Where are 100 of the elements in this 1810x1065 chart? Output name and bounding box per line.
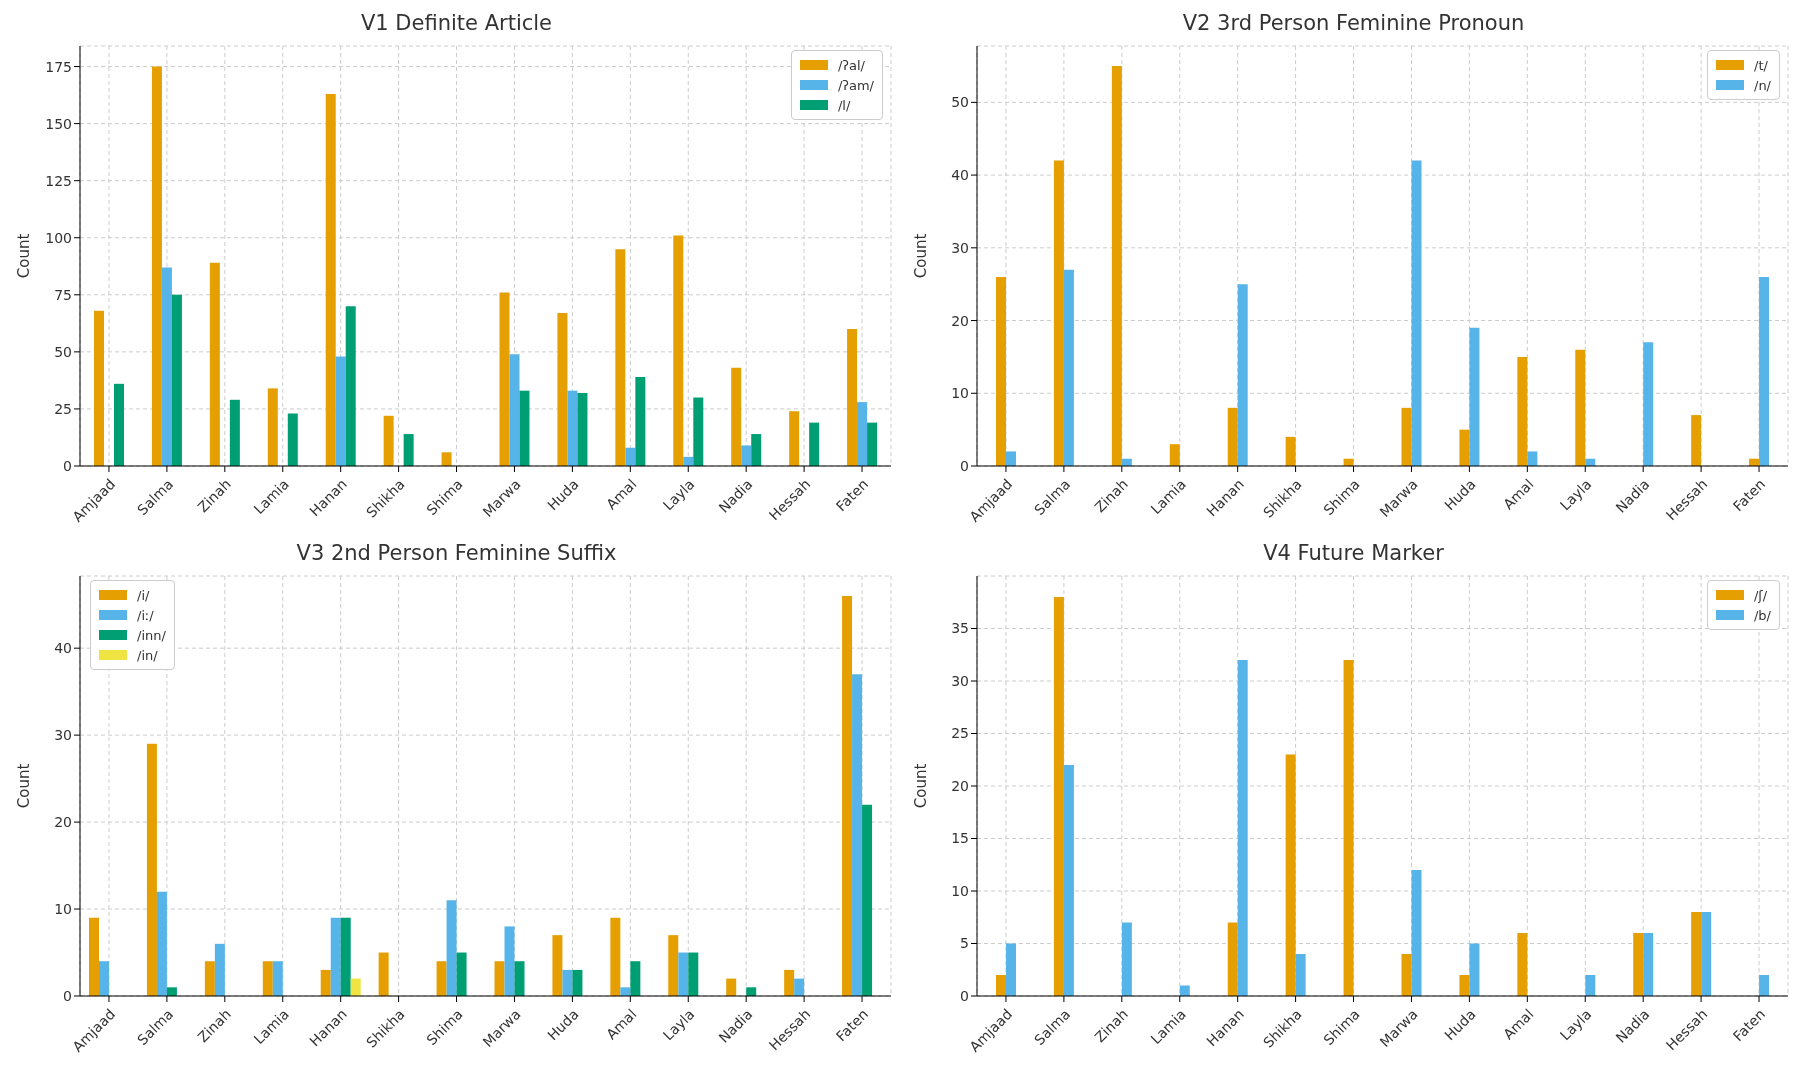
legend-label: /inn/ [137, 627, 166, 643]
y-tick-label: 15 [951, 830, 969, 847]
bar [1527, 451, 1538, 466]
y-axis-title: Count [15, 763, 34, 809]
bar [229, 399, 240, 466]
y-tick-label: 35 [951, 620, 969, 637]
bar [441, 452, 452, 466]
bar [262, 961, 273, 996]
bar [1121, 922, 1132, 996]
bar [1343, 660, 1354, 996]
chart-title: V4 Future Marker [1262, 540, 1445, 567]
bar [1169, 444, 1180, 466]
chart-title: V1 Definite Article [359, 10, 554, 37]
bar [446, 900, 457, 996]
bar [514, 961, 525, 996]
bar [635, 376, 646, 466]
bar [330, 917, 341, 996]
y-tick-label: 10 [54, 901, 72, 918]
y-tick-label: 175 [45, 58, 72, 75]
bar [1759, 276, 1770, 466]
bar [114, 383, 124, 466]
bar [287, 413, 298, 466]
bar [340, 917, 351, 996]
bar [673, 235, 684, 466]
bar [378, 952, 389, 996]
bar [572, 969, 583, 996]
bar [1227, 407, 1238, 466]
bar [1643, 342, 1654, 466]
y-tick-label: 40 [951, 167, 969, 184]
y-tick-label: 10 [951, 882, 969, 899]
legend-label: /iː/ [137, 607, 154, 623]
bar [862, 804, 873, 996]
bar [335, 356, 346, 466]
bar [1285, 754, 1296, 996]
legend-label: /l/ [837, 97, 851, 113]
bar [1633, 933, 1644, 996]
y-tick-label: 0 [63, 457, 72, 474]
bar [1759, 975, 1770, 996]
bar [350, 978, 361, 996]
legend-label: /i/ [137, 587, 150, 603]
bar [94, 310, 104, 466]
bar [156, 891, 167, 996]
bar [1459, 429, 1470, 466]
bar [552, 935, 563, 996]
legend-label: /t/ [1754, 57, 1768, 73]
bar [784, 969, 795, 996]
bar [1237, 284, 1248, 466]
bar [1285, 436, 1296, 466]
bar [161, 267, 172, 466]
bar [1411, 870, 1422, 996]
bar [166, 987, 177, 996]
y-tick-label: 20 [951, 777, 969, 794]
bar [214, 943, 225, 996]
bar [625, 447, 636, 466]
bar [1469, 327, 1480, 466]
bar [1691, 415, 1702, 466]
y-tick-label: 30 [951, 239, 969, 256]
y-tick-label: 150 [45, 115, 72, 132]
legend-label: /b/ [1753, 607, 1771, 623]
bar [731, 367, 742, 466]
bar [267, 388, 278, 466]
bar [146, 743, 157, 996]
y-tick-label: 0 [960, 457, 969, 474]
bar [204, 961, 215, 996]
bar [668, 935, 679, 996]
bar [557, 313, 568, 466]
y-axis-title: Count [15, 233, 34, 279]
bar [1237, 660, 1248, 996]
y-tick-label: 125 [45, 172, 72, 189]
bar [209, 262, 220, 466]
bar [857, 402, 868, 466]
y-tick-label: 100 [45, 229, 72, 246]
bar [610, 917, 621, 996]
bar [996, 975, 1006, 996]
bar [1053, 597, 1064, 996]
bar [171, 294, 182, 466]
y-tick-label: 50 [54, 343, 72, 360]
bar [751, 434, 762, 466]
bar [1701, 912, 1712, 996]
bar [499, 292, 510, 466]
bar [809, 422, 820, 466]
bar [89, 917, 99, 996]
bar [678, 952, 689, 996]
y-axis-title: Count [912, 763, 931, 809]
bar [577, 392, 588, 466]
bar [1295, 954, 1306, 996]
bar [272, 961, 283, 996]
bar [847, 329, 858, 466]
bar [1469, 943, 1480, 996]
bar [1063, 765, 1074, 996]
bar [1006, 451, 1016, 466]
bar [693, 397, 704, 466]
bar [1227, 922, 1238, 996]
legend-label: /ʃ/ [1753, 587, 1768, 603]
bar [1401, 954, 1412, 996]
bar [325, 93, 336, 466]
bar [99, 961, 109, 996]
y-tick-label: 40 [54, 640, 72, 657]
y-tick-label: 20 [54, 814, 72, 831]
bar [403, 434, 414, 466]
